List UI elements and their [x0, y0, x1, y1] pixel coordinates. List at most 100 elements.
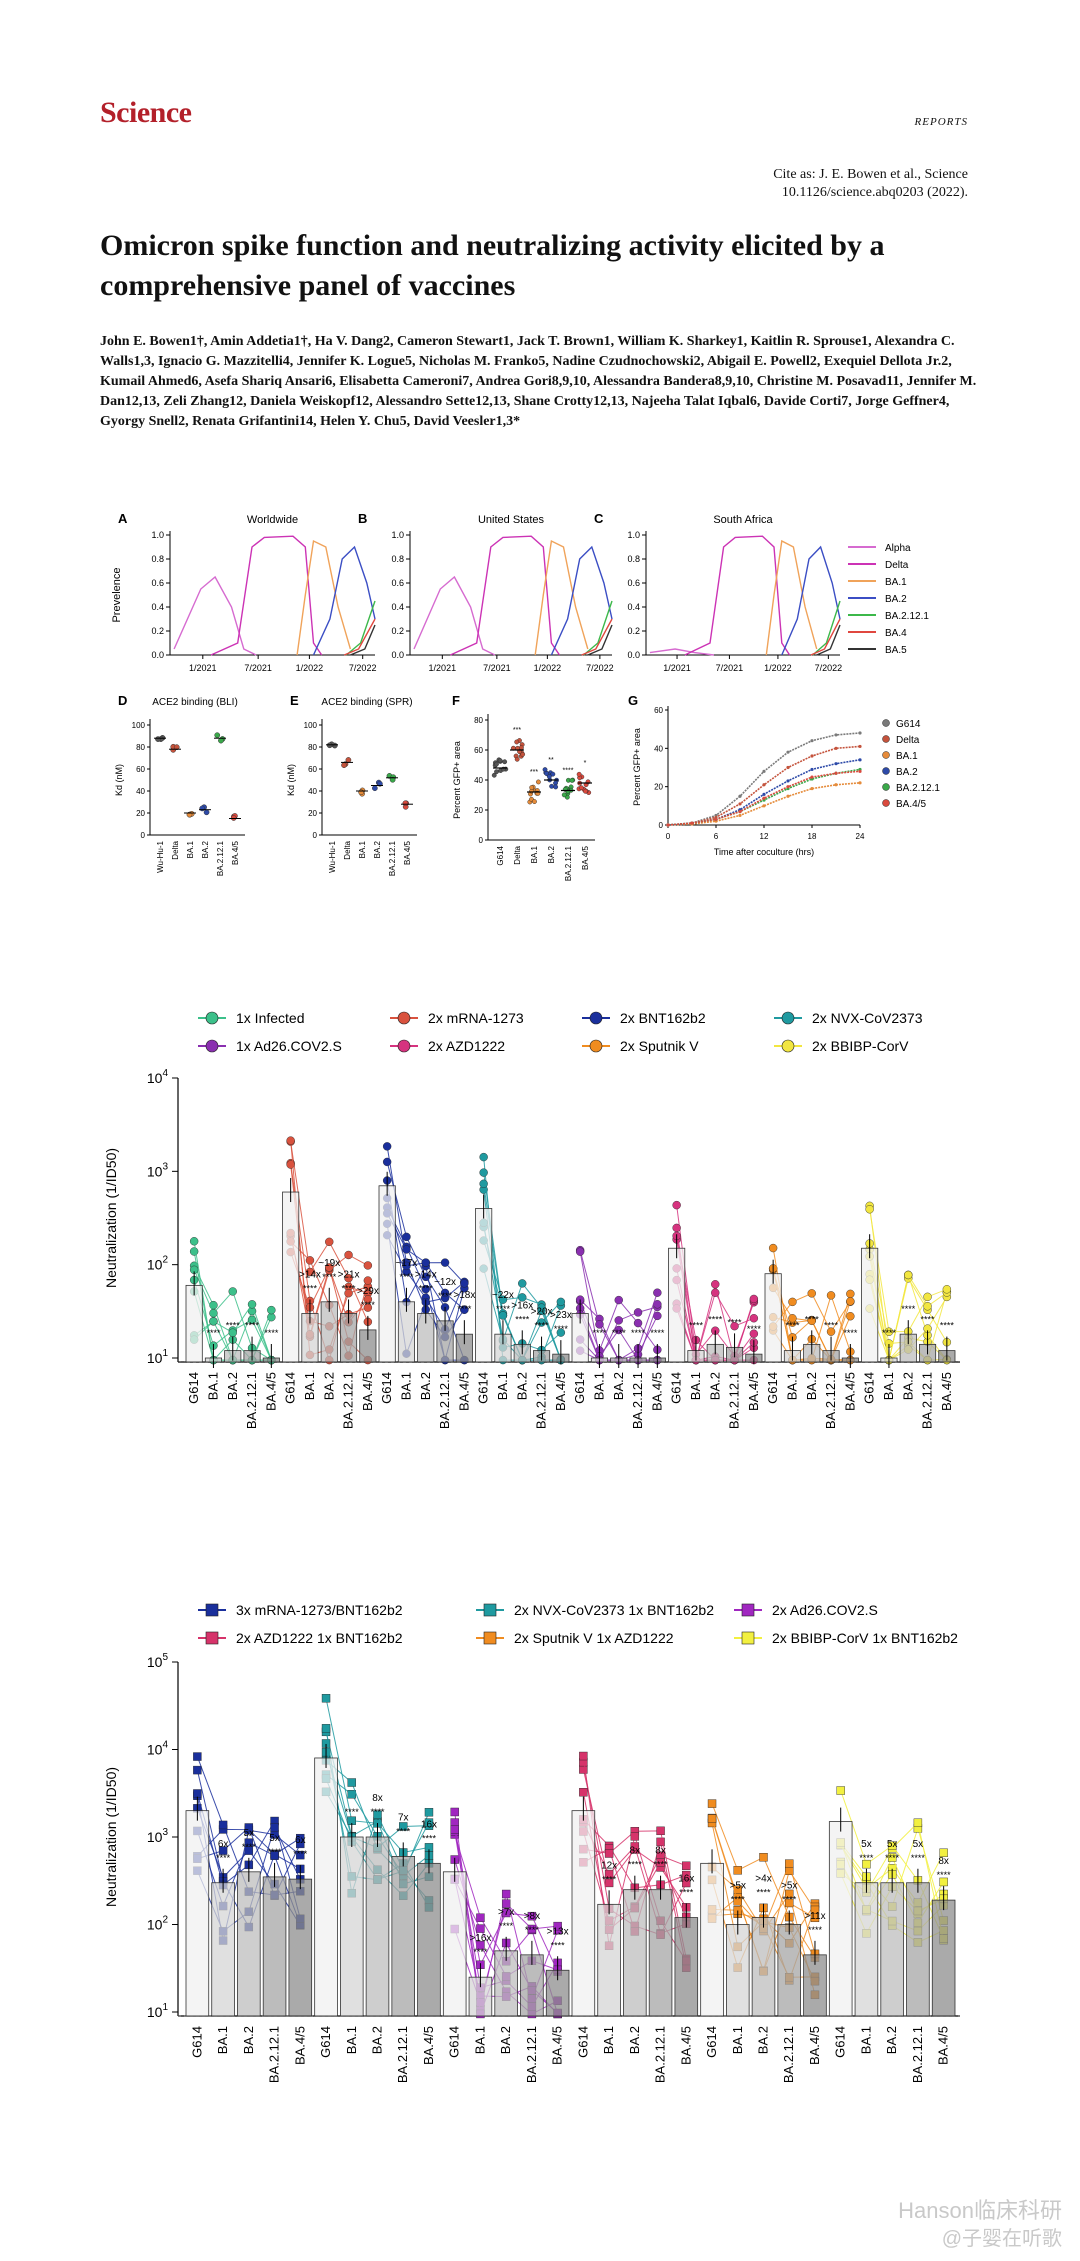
- curve-point: [690, 821, 694, 825]
- bar: [571, 1810, 596, 2017]
- bar: [282, 1191, 300, 1363]
- fold-change-label: 5x: [913, 1839, 924, 1850]
- legend-label: 2x BBIBP-CorV: [812, 1038, 909, 1054]
- subject-point: [218, 1846, 228, 1855]
- x-tick-label: 1/2021: [663, 663, 691, 673]
- panel-letter: D: [118, 693, 127, 708]
- x-tick-label: BA.2.12.1: [534, 1372, 549, 1429]
- bar: [237, 1871, 261, 2017]
- significance-label: ****: [419, 1283, 434, 1293]
- x-axis-label: Time after coculture (hrs): [714, 847, 814, 857]
- x-tick-label: BA.1: [784, 1372, 799, 1400]
- prevalence-line: [684, 535, 791, 656]
- curve-point: [834, 733, 838, 737]
- subject-point: [537, 1303, 546, 1312]
- curve-point: [714, 817, 718, 821]
- significance-label: ****: [592, 1328, 607, 1338]
- significance-label: ****: [496, 1304, 511, 1314]
- curve-point: [834, 746, 838, 750]
- significance-label: ****: [708, 1314, 723, 1324]
- curve-point: [834, 783, 838, 787]
- significance-label: ****: [396, 1826, 411, 1836]
- y-tick-label: 102: [147, 1915, 169, 1933]
- y-tick-label: 20: [308, 809, 317, 818]
- significance-label: ****: [515, 1314, 530, 1324]
- y-axis-label: Neutralization (1/ID50): [103, 1767, 119, 1907]
- panel-title: ACE2 binding (BLI): [152, 697, 238, 708]
- y-axis-label: Kd (nM): [286, 764, 296, 796]
- legend-swatch: [882, 751, 890, 759]
- significance-label: ****: [631, 1328, 646, 1338]
- data-point: [155, 736, 161, 742]
- journal-logo[interactable]: Science: [100, 96, 192, 129]
- subject-point: [733, 1866, 742, 1875]
- curve-point: [810, 786, 814, 791]
- legend-swatch: [589, 1011, 603, 1025]
- subject-point: [672, 1223, 681, 1233]
- significance-label: ****: [264, 1328, 279, 1338]
- data-point: [544, 771, 550, 776]
- subject-point: [630, 1842, 640, 1851]
- bar: [211, 1882, 235, 2017]
- subject-point: [788, 1314, 797, 1323]
- x-tick-label: BA.2: [627, 2026, 642, 2054]
- x-tick-label: BA.2: [611, 1372, 626, 1400]
- significance-label: ****: [782, 1895, 797, 1905]
- curve-point: [786, 779, 790, 783]
- data-point: [514, 756, 520, 762]
- fold-change-label: >5x: [781, 1881, 797, 1892]
- y-tick-label: 103: [147, 1161, 169, 1179]
- significance-label: ****: [756, 1888, 771, 1898]
- x-tick-label: BA.1: [601, 2026, 616, 2054]
- subject-point: [633, 1318, 643, 1328]
- bar: [751, 1917, 776, 2017]
- legend-label: Alpha: [885, 543, 911, 554]
- subject-point: [862, 1859, 871, 1869]
- x-tick-label: 24: [856, 832, 865, 841]
- prevalence-line: [583, 600, 613, 656]
- fold-change-label: >14x: [299, 1269, 321, 1280]
- x-tick-label: BA.2.12.1: [727, 1372, 742, 1429]
- bar: [288, 1878, 313, 2017]
- subject-point: [749, 1294, 759, 1304]
- curve-point: [786, 785, 790, 789]
- prevalence-line: [810, 618, 841, 656]
- data-point: [491, 772, 497, 778]
- x-tick-label: BA.4/5: [936, 2026, 951, 2065]
- y-axis-label: Percent GFP+ area: [452, 741, 462, 819]
- legend-swatch: [397, 1011, 411, 1025]
- subject-point: [267, 1305, 276, 1315]
- x-tick-label: BA.4/5: [939, 1372, 954, 1411]
- x-tick-label: BA.1: [591, 1372, 606, 1400]
- bar: [777, 1924, 801, 2017]
- subject-point: [553, 1921, 562, 1931]
- curve-point: [738, 813, 742, 818]
- subject-point: [325, 1237, 334, 1247]
- curve-point: [858, 781, 862, 785]
- significance-label: ****: [399, 1272, 414, 1282]
- panel-letter: F: [452, 693, 460, 708]
- data-point: [494, 761, 499, 767]
- subject-point: [347, 1790, 356, 1799]
- data-point: [173, 744, 180, 751]
- x-tick-label: BA.4/5: [678, 2026, 693, 2065]
- subject-point: [193, 1789, 202, 1798]
- fold-change-label: >5x: [730, 1881, 746, 1892]
- x-tick-label: BA.4/5: [360, 1372, 375, 1411]
- fold-change-label: 16x: [678, 1874, 694, 1885]
- x-tick-label: 7/2022: [815, 663, 843, 673]
- y-tick-label: 0.2: [391, 626, 404, 636]
- y-tick-label: 60: [474, 746, 483, 755]
- subject-point: [270, 1851, 279, 1860]
- prevalence-line: [350, 624, 376, 656]
- citation-doi[interactable]: 10.1126/science.abq0203 (2022).: [781, 185, 968, 200]
- x-tick-label: G614: [833, 2026, 848, 2058]
- subject-point: [537, 1318, 546, 1327]
- y-tick-label: 80: [308, 743, 317, 752]
- bar: [623, 1889, 647, 2017]
- x-tick-label: BA.1: [472, 2026, 487, 2054]
- subject-point: [630, 1832, 640, 1841]
- x-tick-label: BA.2.12.1: [267, 2026, 282, 2083]
- x-tick-label: BA.2: [225, 1372, 240, 1400]
- prevalence-line: [812, 600, 841, 656]
